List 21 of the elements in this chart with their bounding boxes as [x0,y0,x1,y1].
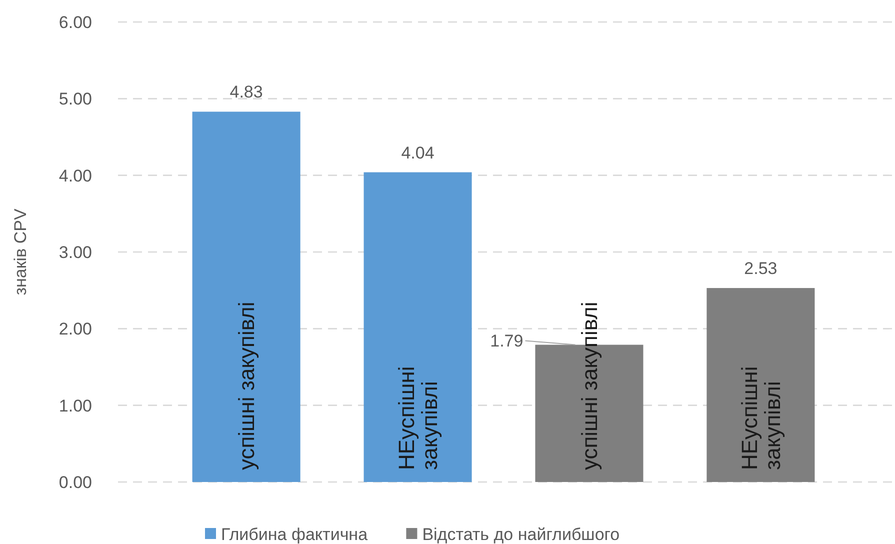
x-tick-label: НЕуспішні закупівлі [394,366,442,470]
y-tick-label: 3.00 [58,242,92,262]
y-tick-label: 5.00 [58,90,92,109]
bar [706,288,815,482]
y-tick-label: 2.00 [58,320,92,339]
data-label: 4.04 [401,143,434,162]
x-tick-label: НЕуспішні закупівлі [736,366,785,470]
y-tick-label: 0.00 [58,472,92,492]
data-label: 2.53 [744,259,778,278]
y-tick-label: 4.00 [58,166,92,186]
bar [364,172,472,482]
legend-label: Відстать до найглибшого [422,524,620,544]
y-tick-label: 6.00 [58,12,92,32]
y-axis-title: знаків CPV [11,208,30,296]
legend-label: Глибина фактична [221,524,368,544]
data-label: 4.83 [230,82,263,102]
x-tick-label: успішні закупівлі [234,302,260,470]
y-tick-label: 1.00 [58,396,92,416]
bar [192,112,300,482]
x-tick-label: успішні закупівлі [576,302,602,470]
data-label: 1.79 [490,332,524,351]
